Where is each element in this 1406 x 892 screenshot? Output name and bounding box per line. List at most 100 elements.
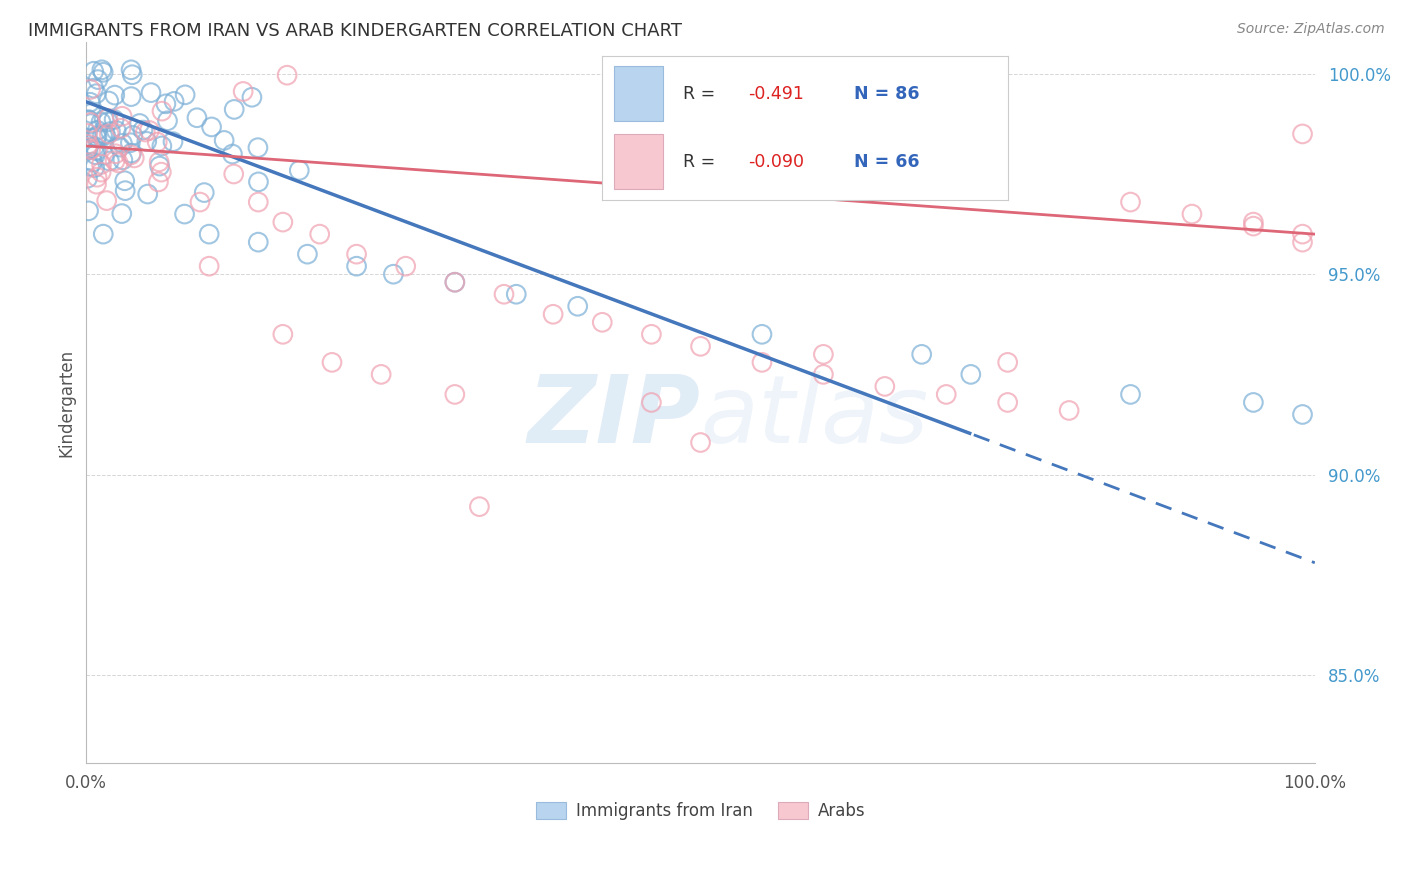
Point [751,355,773,369]
Point [86,144,108,158]
Point [79,159,101,173]
Point [114,174,136,188]
Point [86,170,108,185]
Point [86,177,108,191]
Point [120,89,142,103]
Point [83,81,105,95]
Point [382,267,405,281]
Point [198,227,221,241]
Point [97,115,120,129]
Point [156,113,179,128]
Point [1241,219,1264,233]
Point [104,153,127,168]
Point [240,90,263,104]
Text: atlas: atlas [700,371,929,462]
Point [114,184,136,198]
Point [640,327,662,342]
Point [87,72,110,87]
Point [689,435,711,450]
Point [911,347,934,361]
Point [689,339,711,353]
Point [120,148,142,162]
Point [77,143,100,157]
Legend: Immigrants from Iran, Arabs: Immigrants from Iran, Arabs [529,796,872,827]
Text: IMMIGRANTS FROM IRAN VS ARAB KINDERGARTEN CORRELATION CHART: IMMIGRANTS FROM IRAN VS ARAB KINDERGARTE… [28,22,682,40]
Point [83,139,105,153]
Point [541,307,564,321]
Point [308,227,330,241]
Point [444,275,467,289]
Point [346,259,368,273]
Point [200,120,222,134]
Point [492,287,515,301]
Point [198,259,221,273]
Point [76,127,98,141]
Point [149,159,172,173]
Point [79,82,101,96]
Point [139,86,162,100]
Point [111,206,134,220]
Point [110,121,132,136]
Point [91,65,114,79]
Point [132,123,155,137]
Point [751,327,773,342]
Point [84,129,107,144]
Point [86,129,108,144]
Point [146,135,169,149]
Point [98,127,121,141]
Point [959,368,981,382]
Point [444,387,467,401]
Point [321,355,343,369]
Point [76,171,98,186]
Point [163,95,186,109]
Point [79,143,101,157]
Point [247,195,270,210]
Point [121,128,143,143]
Point [155,96,177,111]
Point [108,140,131,154]
Point [224,103,246,117]
Point [111,109,134,123]
Point [97,112,120,126]
Point [505,287,527,301]
Point [77,203,100,218]
Point [186,111,208,125]
Point [271,215,294,229]
Point [997,355,1019,369]
Point [1291,127,1313,141]
Point [1291,227,1313,241]
Point [79,95,101,110]
Point [1119,387,1142,401]
Point [111,153,134,167]
Point [138,123,160,137]
Point [1291,235,1313,249]
Point [567,299,589,313]
Point [813,368,835,382]
Point [83,161,105,175]
Text: Source: ZipAtlas.com: Source: ZipAtlas.com [1237,22,1385,37]
Point [1241,395,1264,409]
Point [150,165,173,179]
Point [174,87,197,102]
Point [84,87,107,101]
Point [232,85,254,99]
Point [150,139,173,153]
Point [1291,408,1313,422]
Point [134,125,156,139]
Point [77,112,100,127]
Text: ZIP: ZIP [527,371,700,463]
Point [103,112,125,127]
Point [276,68,298,82]
Point [193,186,215,200]
Point [221,147,243,161]
Point [444,275,467,289]
Point [222,167,245,181]
Point [94,128,117,142]
Point [468,500,491,514]
Point [122,151,145,165]
Point [90,62,112,77]
Point [212,133,235,147]
Point [128,116,150,130]
Point [120,62,142,77]
Point [93,112,115,127]
